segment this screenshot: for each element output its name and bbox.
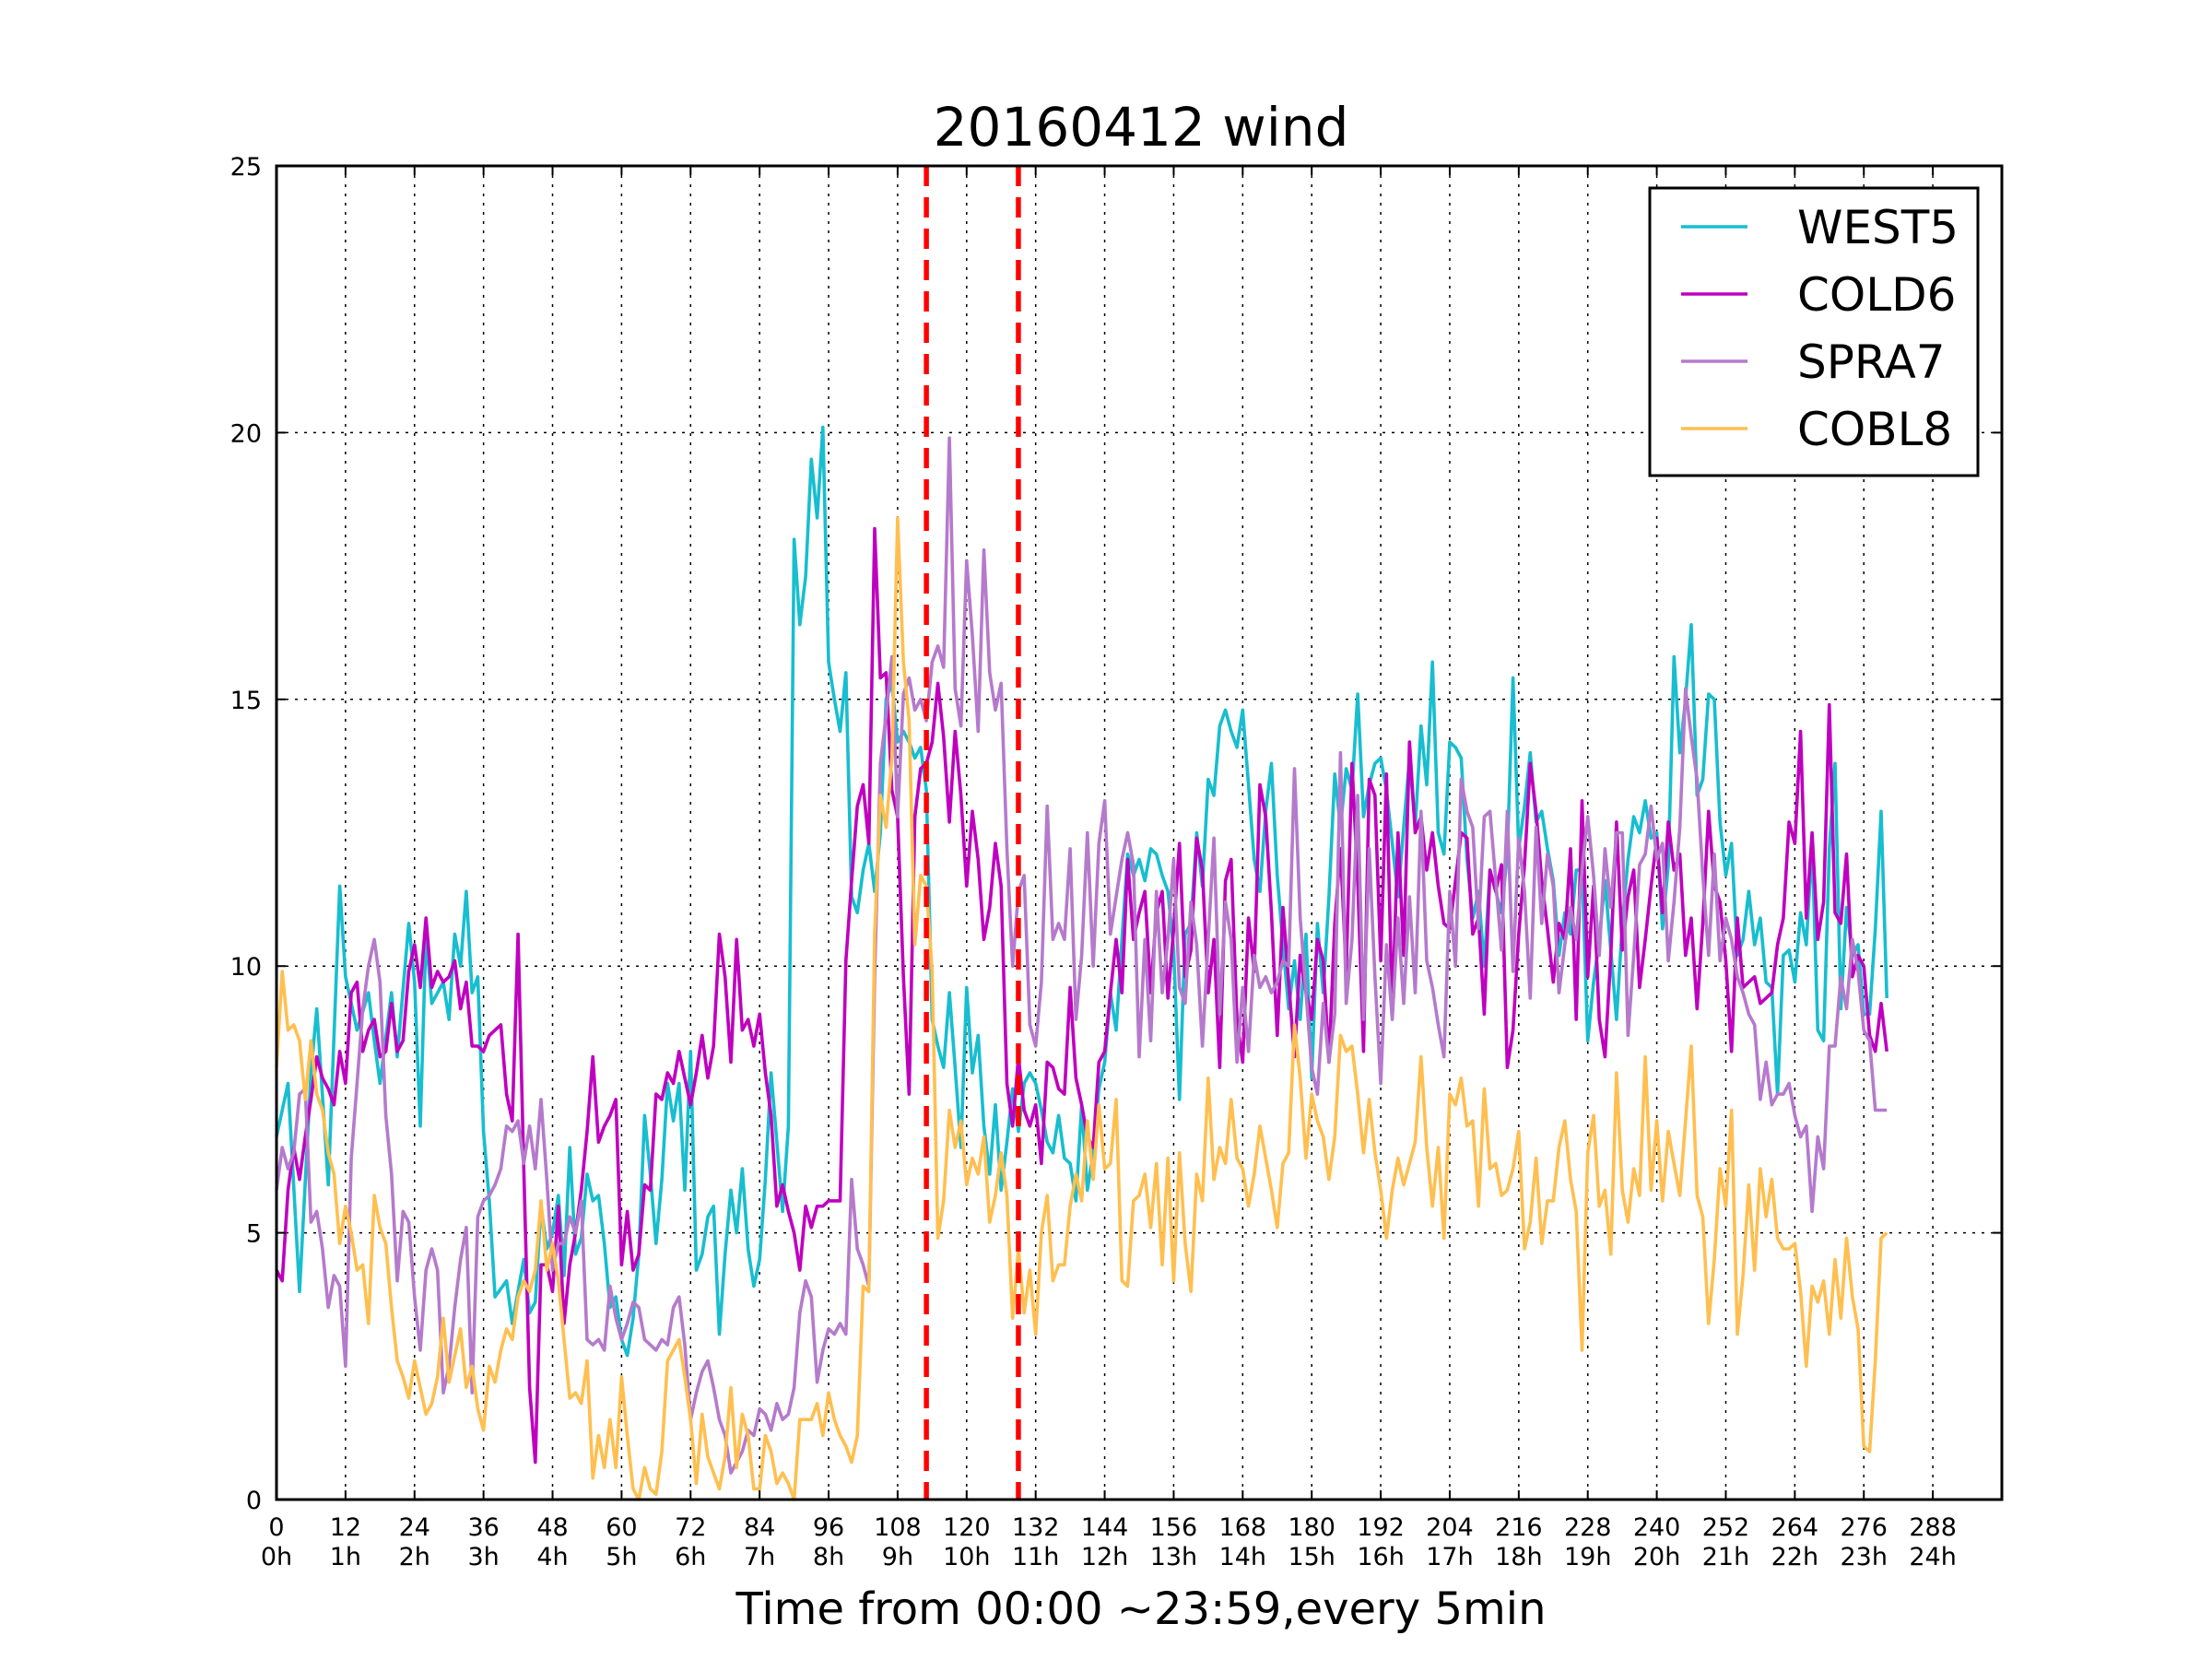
plot-frame <box>275 164 2004 1501</box>
x-tick-label: 36 <box>467 1513 499 1542</box>
x-tick-sublabel: 20h <box>1633 1543 1680 1571</box>
x-tick-sublabel: 10h <box>943 1543 990 1571</box>
legend-label: WEST5 <box>1797 201 1959 254</box>
x-tick-sublabel: 12h <box>1081 1543 1128 1571</box>
x-tick-sublabel: 6h <box>675 1543 706 1571</box>
x-tick-sublabel: 0h <box>261 1543 292 1571</box>
x-tick-sublabel: 14h <box>1219 1543 1266 1571</box>
series-lines <box>275 425 1888 1501</box>
x-tick-label: 276 <box>1840 1513 1888 1542</box>
time-markers <box>924 166 1021 1500</box>
x-tick-sublabel: 16h <box>1357 1543 1404 1571</box>
x-tick-sublabel: 24h <box>1909 1543 1956 1571</box>
x-tick-sublabel: 11h <box>1012 1543 1059 1571</box>
x-tick-sublabel: 22h <box>1771 1543 1818 1571</box>
x-tick-sublabel: 4h <box>536 1543 568 1571</box>
x-tick-label: 144 <box>1081 1513 1129 1542</box>
x-tick-sublabel: 7h <box>744 1543 775 1571</box>
x-tick-label: 264 <box>1771 1513 1819 1542</box>
x-tick-sublabel: 19h <box>1564 1543 1611 1571</box>
x-tick-sublabel: 3h <box>467 1543 499 1571</box>
legend-label: SPRA7 <box>1797 335 1946 389</box>
x-tick-label: 48 <box>536 1513 568 1542</box>
x-tick-sublabel: 2h <box>399 1543 430 1571</box>
x-tick-label: 204 <box>1426 1513 1474 1542</box>
y-tick-label: 5 <box>246 1220 262 1249</box>
y-tick-label: 0 <box>246 1487 262 1515</box>
y-tick-label: 10 <box>230 953 262 982</box>
y-axis-ticks: 0 5 10 15 20 25 <box>230 153 2002 1515</box>
series-line-west5 <box>275 425 1888 1358</box>
x-tick-label: 168 <box>1219 1513 1267 1542</box>
legend: WEST5 COLD6 SPRA7 COBL8 <box>1648 186 1980 477</box>
x-tick-label: 240 <box>1633 1513 1681 1542</box>
x-tick-label: 288 <box>1909 1513 1957 1542</box>
x-tick-sublabel: 1h <box>330 1543 361 1571</box>
x-tick-sublabel: 5h <box>606 1543 637 1571</box>
x-tick-label: 192 <box>1357 1513 1405 1542</box>
x-tick-sublabel: 13h <box>1150 1543 1197 1571</box>
x-tick-label: 24 <box>399 1513 430 1542</box>
y-tick-label: 15 <box>230 687 262 715</box>
y-tick-label: 25 <box>230 153 262 182</box>
x-tick-sublabel: 21h <box>1702 1543 1749 1571</box>
x-tick-label: 156 <box>1150 1513 1198 1542</box>
x-tick-label: 96 <box>813 1513 844 1542</box>
x-tick-label: 84 <box>744 1513 775 1542</box>
x-tick-label: 216 <box>1495 1513 1543 1542</box>
x-tick-label: 120 <box>943 1513 991 1542</box>
x-tick-label: 12 <box>330 1513 361 1542</box>
series-line-cobl8 <box>275 516 1888 1501</box>
x-tick-sublabel: 17h <box>1426 1543 1473 1571</box>
x-tick-sublabel: 8h <box>813 1543 844 1571</box>
x-tick-sublabel: 15h <box>1288 1543 1335 1571</box>
x-tick-label: 0 <box>268 1513 284 1542</box>
x-tick-sublabel: 18h <box>1495 1543 1542 1571</box>
x-tick-label: 228 <box>1564 1513 1612 1542</box>
x-tick-label: 252 <box>1702 1513 1750 1542</box>
x-tick-label: 180 <box>1288 1513 1335 1542</box>
chart-title: 20160412 wind <box>934 96 1349 159</box>
x-tick-sublabel: 23h <box>1841 1543 1888 1571</box>
x-axis-label: Time from 00:00 ~23:59,every 5min <box>735 1583 1547 1635</box>
x-tick-label: 60 <box>606 1513 637 1542</box>
series-line-spra7 <box>275 436 1888 1475</box>
x-tick-label: 132 <box>1012 1513 1060 1542</box>
legend-label: COLD6 <box>1797 268 1956 322</box>
x-tick-label: 72 <box>675 1513 706 1542</box>
y-tick-label: 20 <box>230 419 262 448</box>
x-tick-label: 108 <box>874 1513 922 1542</box>
legend-label: COBL8 <box>1797 403 1952 456</box>
x-tick-sublabel: 9h <box>882 1543 913 1571</box>
